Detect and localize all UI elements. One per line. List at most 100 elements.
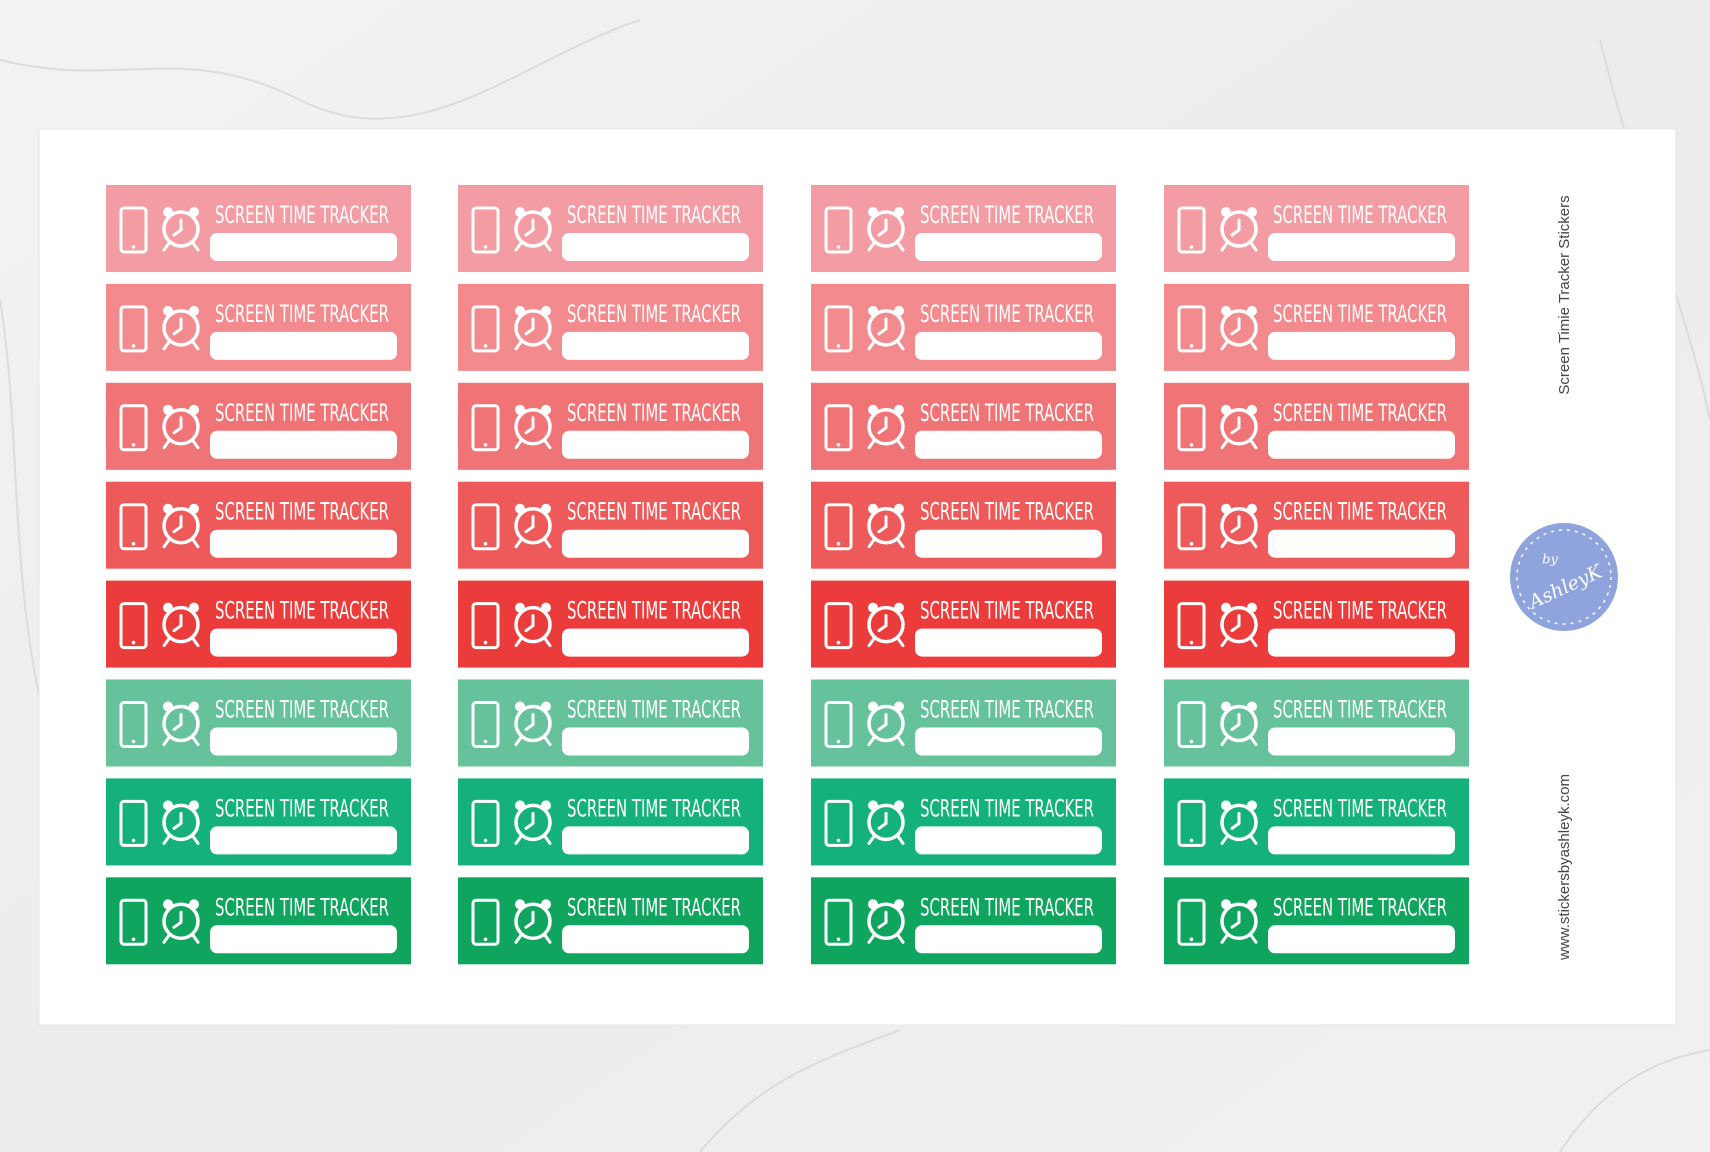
phone-button	[483, 344, 488, 348]
website: www.stickersbyashleyk.com	[1556, 774, 1573, 961]
clock-bell-left	[163, 602, 173, 613]
clock-legs	[867, 834, 905, 845]
sticker-label: SCREEN TIME TRACKER	[920, 893, 1094, 921]
clock-hands	[172, 218, 183, 237]
clock-hands	[172, 811, 183, 830]
sticker: SCREEN TIME TRACKER	[1164, 877, 1469, 965]
clock-bell-left	[515, 305, 525, 316]
clock-bell-right	[541, 602, 551, 613]
clock-bell-left	[163, 404, 173, 415]
sticker-label: SCREEN TIME TRACKER	[215, 399, 389, 427]
phone-button	[836, 245, 841, 249]
sticker: SCREEN TIME TRACKER	[811, 382, 1116, 470]
phone-icon	[824, 404, 853, 452]
sticker-label: SCREEN TIME TRACKER	[920, 597, 1094, 625]
sticker-label: SCREEN TIME TRACKER	[1273, 893, 1447, 921]
clock-bell-right	[189, 602, 199, 613]
clock-legs	[1220, 933, 1258, 944]
sticker: SCREEN TIME TRACKER	[106, 283, 411, 371]
phone-button	[1189, 838, 1194, 843]
sticker: SCREEN TIME TRACKER	[106, 778, 411, 866]
clock-face	[514, 803, 552, 842]
sticker-label: SCREEN TIME TRACKER	[1273, 696, 1447, 724]
sticker-label: SCREEN TIME TRACKER	[215, 300, 389, 328]
clock-face	[514, 605, 552, 644]
clock-face	[162, 309, 200, 347]
sticker: SCREEN TIME TRACKER	[811, 283, 1116, 371]
clock-face	[867, 704, 905, 743]
clock-bell-right	[189, 503, 199, 514]
write-in-field	[210, 233, 397, 261]
clock-face	[867, 210, 905, 248]
clock-bell-left	[515, 701, 525, 712]
clock-face	[162, 408, 200, 446]
clock-legs	[514, 538, 552, 549]
write-in-field	[915, 727, 1102, 756]
sticker: SCREEN TIME TRACKER	[811, 481, 1116, 569]
write-in-field	[915, 331, 1102, 360]
phone-button	[131, 344, 136, 348]
clock-legs	[1220, 538, 1258, 549]
clock-bell-left	[1221, 899, 1231, 910]
write-in-field	[210, 727, 397, 756]
phone-icon	[824, 701, 853, 748]
phone-icon	[1177, 305, 1206, 353]
clock-bell-left	[868, 207, 878, 217]
write-in-field	[915, 430, 1102, 459]
clock-bell-right	[894, 899, 904, 910]
write-in-field	[1268, 233, 1455, 261]
phone-icon	[824, 602, 853, 650]
write-in-field	[1268, 430, 1455, 459]
sticker-label: SCREEN TIME TRACKER	[567, 597, 741, 625]
phone-icon	[1177, 898, 1206, 946]
write-in-field	[562, 331, 749, 360]
write-in-field	[210, 430, 397, 459]
clock-bell-left	[163, 503, 173, 514]
clock-face	[1220, 408, 1258, 446]
clock-bell-right	[1247, 602, 1257, 613]
sticker: SCREEN TIME TRACKER	[1164, 481, 1469, 569]
clock-bell-right	[541, 207, 551, 217]
clock-hands	[1230, 416, 1241, 435]
clock-legs	[514, 933, 552, 944]
clock-bell-left	[1221, 404, 1231, 415]
clock-bell-right	[189, 305, 199, 316]
clock-hands	[524, 713, 535, 731]
clock-legs	[867, 933, 905, 944]
phone-icon	[471, 701, 500, 748]
sticker-label: SCREEN TIME TRACKER	[920, 696, 1094, 724]
sticker: SCREEN TIME TRACKER	[811, 679, 1116, 767]
clock-bell-left	[1221, 503, 1231, 514]
phone-button	[483, 838, 488, 843]
clock-legs	[867, 538, 905, 549]
clock-bell-right	[189, 701, 199, 712]
clock-bell-left	[163, 207, 173, 217]
clock-legs	[514, 637, 552, 648]
phone-button	[1189, 443, 1194, 447]
clock-bell-right	[894, 602, 904, 613]
clock-hands	[524, 317, 535, 336]
clock-face	[867, 803, 905, 842]
clock-legs	[867, 241, 905, 252]
phone-icon	[471, 206, 500, 254]
sticker: SCREEN TIME TRACKER	[106, 679, 411, 767]
clock-hands	[172, 713, 183, 731]
write-in-field	[562, 233, 749, 261]
clock-face	[867, 309, 905, 347]
phone-button	[131, 838, 136, 843]
clock-bell-right	[894, 800, 904, 811]
sticker: SCREEN TIME TRACKER	[458, 481, 763, 569]
logo-by: by	[1542, 553, 1558, 568]
write-in-field	[210, 529, 397, 558]
phone-button	[483, 541, 488, 546]
clock-bell-left	[868, 800, 878, 811]
clock-hands	[524, 218, 535, 237]
clock-legs	[514, 736, 552, 746]
sticker-grid: SCREEN TIME TRACKER SCREEN TIME TRACKER SC…	[106, 185, 1469, 965]
clock-face	[1220, 902, 1258, 941]
phone-icon	[824, 206, 853, 254]
clock-bell-left	[868, 602, 878, 613]
phone-icon	[119, 503, 148, 551]
clock-bell-left	[1221, 305, 1231, 316]
